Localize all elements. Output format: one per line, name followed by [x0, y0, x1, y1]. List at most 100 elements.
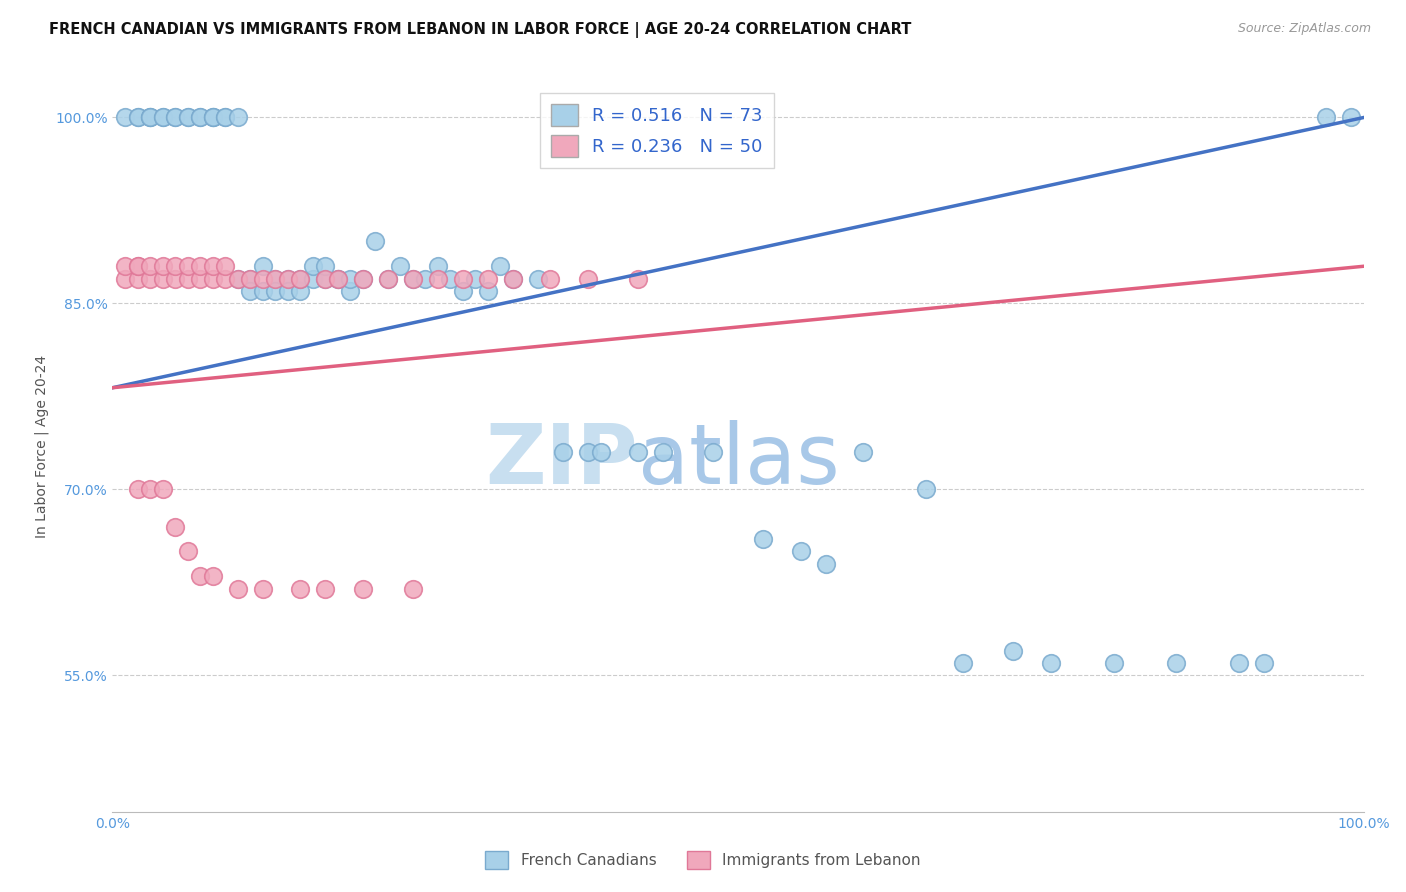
Point [814, 557, 837, 571]
Point [389, 259, 412, 273]
Point [326, 271, 349, 285]
Point [127, 111, 149, 125]
Point [426, 271, 449, 285]
Point [314, 271, 336, 285]
Point [477, 284, 499, 298]
Point [301, 259, 323, 273]
Point [152, 483, 174, 497]
Point [201, 271, 224, 285]
Point [1164, 656, 1187, 670]
Point [576, 271, 599, 285]
Point [1227, 656, 1250, 670]
Point [176, 259, 198, 273]
Point [127, 483, 149, 497]
Point [301, 271, 323, 285]
Point [139, 483, 162, 497]
Point [252, 582, 274, 596]
Point [277, 271, 299, 285]
Legend: French Canadians, Immigrants from Lebanon: French Canadians, Immigrants from Lebano… [479, 845, 927, 875]
Point [188, 111, 211, 125]
Point [139, 111, 162, 125]
Point [314, 582, 336, 596]
Point [139, 271, 162, 285]
Point [339, 271, 361, 285]
Point [1315, 111, 1337, 125]
Point [915, 483, 938, 497]
Point [1039, 656, 1063, 670]
Point [152, 111, 174, 125]
Point [652, 445, 675, 459]
Point [163, 271, 186, 285]
Point [402, 582, 425, 596]
Point [139, 111, 162, 125]
Point [277, 284, 299, 298]
Point [239, 271, 262, 285]
Text: FRENCH CANADIAN VS IMMIGRANTS FROM LEBANON IN LABOR FORCE | AGE 20-24 CORRELATIO: FRENCH CANADIAN VS IMMIGRANTS FROM LEBAN… [49, 22, 911, 38]
Point [1340, 111, 1362, 125]
Point [114, 111, 136, 125]
Point [152, 111, 174, 125]
Point [277, 271, 299, 285]
Point [152, 271, 174, 285]
Point [214, 271, 236, 285]
Point [752, 532, 775, 546]
Point [377, 271, 399, 285]
Point [790, 544, 813, 558]
Point [589, 445, 612, 459]
Point [538, 271, 561, 285]
Point [114, 271, 136, 285]
Point [439, 271, 461, 285]
Point [214, 111, 236, 125]
Text: atlas: atlas [638, 420, 839, 501]
Point [163, 111, 186, 125]
Point [952, 656, 974, 670]
Point [702, 445, 724, 459]
Point [264, 271, 287, 285]
Point [176, 271, 198, 285]
Point [426, 259, 449, 273]
Point [1102, 656, 1125, 670]
Text: Source: ZipAtlas.com: Source: ZipAtlas.com [1237, 22, 1371, 36]
Point [314, 271, 336, 285]
Point [252, 284, 274, 298]
Text: ZIP: ZIP [485, 420, 638, 501]
Point [627, 445, 650, 459]
Point [176, 111, 198, 125]
Point [576, 445, 599, 459]
Point [252, 271, 274, 285]
Point [264, 284, 287, 298]
Point [1253, 656, 1275, 670]
Point [239, 284, 262, 298]
Point [139, 111, 162, 125]
Point [226, 271, 249, 285]
Point [176, 544, 198, 558]
Point [1002, 643, 1025, 657]
Point [252, 259, 274, 273]
Point [201, 111, 224, 125]
Point [127, 259, 149, 273]
Point [352, 271, 374, 285]
Point [314, 259, 336, 273]
Point [226, 582, 249, 596]
Point [502, 271, 524, 285]
Point [114, 259, 136, 273]
Point [176, 111, 198, 125]
Point [377, 271, 399, 285]
Point [326, 271, 349, 285]
Point [627, 271, 650, 285]
Point [402, 271, 425, 285]
Point [201, 569, 224, 583]
Point [188, 569, 211, 583]
Point [852, 445, 875, 459]
Point [290, 284, 312, 298]
Point [188, 271, 211, 285]
Y-axis label: In Labor Force | Age 20-24: In Labor Force | Age 20-24 [35, 354, 49, 538]
Point [527, 271, 550, 285]
Point [489, 259, 512, 273]
Point [201, 259, 224, 273]
Legend: R = 0.516   N = 73, R = 0.236   N = 50: R = 0.516 N = 73, R = 0.236 N = 50 [540, 93, 773, 168]
Point [477, 271, 499, 285]
Point [239, 271, 262, 285]
Point [214, 111, 236, 125]
Point [502, 271, 524, 285]
